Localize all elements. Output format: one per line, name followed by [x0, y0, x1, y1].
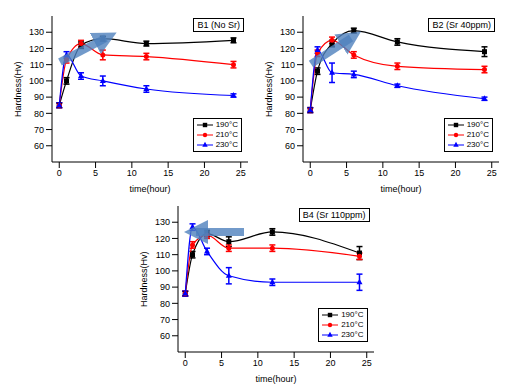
html-text:210°C: 210°C — [215, 130, 238, 139]
svg-text:120: 120 — [280, 44, 295, 54]
svg-text:90: 90 — [34, 92, 44, 102]
svg-text:10: 10 — [252, 358, 262, 368]
svg-text:60: 60 — [159, 331, 169, 341]
svg-text:Hardness(Hv): Hardness(Hv) — [13, 61, 23, 117]
svg-text:70: 70 — [159, 315, 169, 325]
html-text:210°C: 210°C — [341, 320, 364, 329]
svg-text:15: 15 — [414, 168, 424, 178]
svg-text:70: 70 — [285, 125, 295, 135]
svg-text:60: 60 — [34, 141, 44, 151]
svg-text:110: 110 — [30, 60, 44, 70]
html-text:190°C: 190°C — [466, 120, 489, 129]
svg-text:130: 130 — [29, 27, 44, 37]
svg-text:60: 60 — [285, 141, 295, 151]
svg-text:90: 90 — [159, 282, 169, 292]
svg-text:10: 10 — [378, 168, 388, 178]
svg-text:5: 5 — [219, 358, 224, 368]
svg-text:80: 80 — [285, 109, 295, 119]
svg-text:15: 15 — [289, 358, 299, 368]
svg-text:time(hour): time(hour) — [380, 184, 421, 194]
svg-text:time(hour): time(hour) — [255, 374, 296, 384]
svg-text:80: 80 — [34, 109, 44, 119]
svg-text:10: 10 — [127, 168, 137, 178]
svg-text:110: 110 — [281, 60, 295, 70]
html-text:230°C: 230°C — [341, 330, 364, 339]
svg-text:Hardness(Hv): Hardness(Hv) — [264, 61, 274, 117]
html-text:B1 (No Sr): B1 (No Sr) — [197, 20, 240, 30]
html-text:230°C: 230°C — [466, 140, 489, 149]
svg-text:15: 15 — [163, 168, 173, 178]
svg-text:20: 20 — [450, 168, 460, 178]
svg-text:100: 100 — [280, 76, 295, 86]
svg-text:100: 100 — [29, 76, 44, 86]
svg-text:0: 0 — [308, 168, 313, 178]
html-text:230°C: 230°C — [215, 140, 238, 149]
svg-text:5: 5 — [93, 168, 98, 178]
svg-text:130: 130 — [280, 27, 295, 37]
svg-text:25: 25 — [236, 168, 246, 178]
svg-text:0: 0 — [57, 168, 62, 178]
svg-text:time(hour): time(hour) — [129, 184, 170, 194]
html-text:B4 (Sr 110ppm): B4 (Sr 110ppm) — [302, 210, 366, 220]
svg-text:120: 120 — [29, 44, 44, 54]
svg-text:Hardness(Hv): Hardness(Hv) — [139, 251, 149, 307]
svg-text:80: 80 — [159, 299, 169, 309]
html-text:190°C: 190°C — [341, 310, 364, 319]
svg-text:20: 20 — [325, 358, 335, 368]
svg-text:25: 25 — [361, 358, 371, 368]
svg-text:130: 130 — [154, 217, 169, 227]
svg-text:20: 20 — [199, 168, 209, 178]
html-text:B2 (Sr 40ppm): B2 (Sr 40ppm) — [432, 20, 491, 30]
html-text:210°C: 210°C — [466, 130, 489, 139]
svg-text:0: 0 — [182, 358, 187, 368]
svg-text:25: 25 — [487, 168, 497, 178]
svg-text:90: 90 — [285, 92, 295, 102]
svg-text:120: 120 — [154, 234, 169, 244]
svg-text:100: 100 — [154, 266, 169, 276]
svg-text:5: 5 — [344, 168, 349, 178]
svg-text:70: 70 — [34, 125, 44, 135]
svg-text:110: 110 — [155, 250, 169, 260]
html-text:190°C: 190°C — [215, 120, 238, 129]
